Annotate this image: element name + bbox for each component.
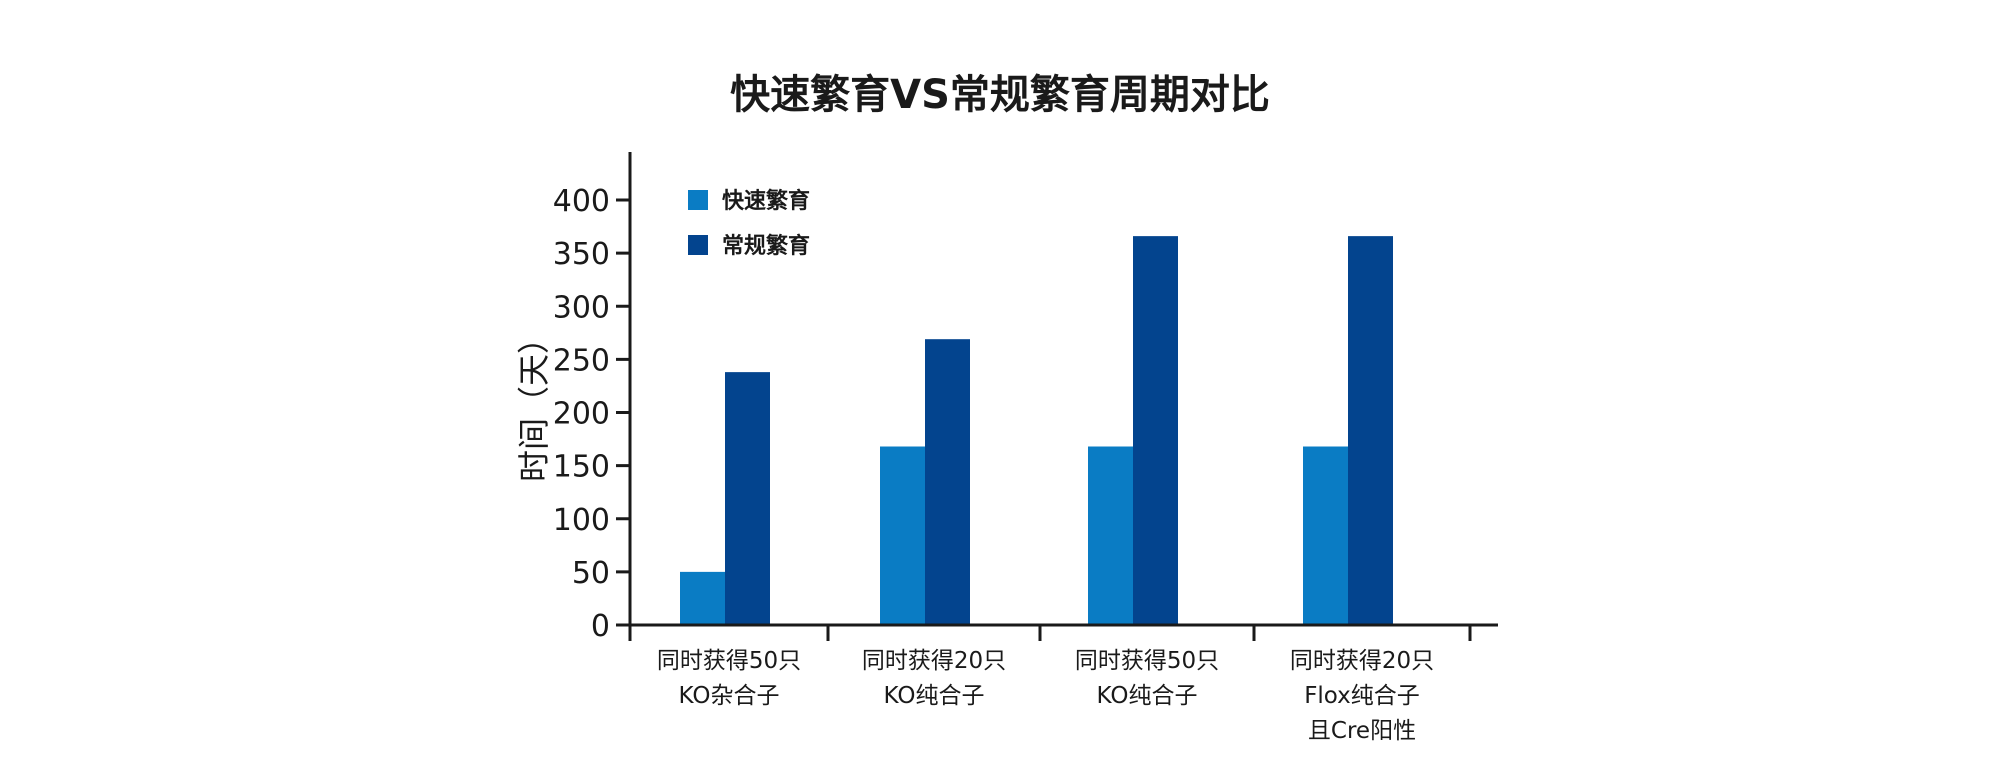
x-tick-label: 同时获得20只 xyxy=(862,648,1006,674)
x-tick-label: 同时获得50只 xyxy=(657,648,801,674)
y-axis-label-group: 时间（天） xyxy=(515,322,553,482)
bar-regular-0 xyxy=(725,372,770,625)
chart-title: 快速繁育VS常规繁育周期对比 xyxy=(730,72,1270,118)
legend-label: 快速繁育 xyxy=(722,188,810,214)
bars xyxy=(680,236,1393,625)
bar-fast-1 xyxy=(880,446,925,625)
y-tick-label: 50 xyxy=(572,556,610,591)
x-tick-label: Flox纯合子 xyxy=(1304,683,1420,709)
y-tick-label: 300 xyxy=(553,290,610,325)
x-tick-label: 且Cre阳性 xyxy=(1308,718,1416,744)
y-axis-ticks: 0 50 100 150 200 250 300 350 400 xyxy=(553,184,630,644)
bar-fast-2 xyxy=(1088,446,1133,625)
y-tick-label: 0 xyxy=(591,609,610,644)
x-tick-label: 同时获得20只 xyxy=(1290,648,1434,674)
bar-fast-0 xyxy=(680,571,725,625)
legend-label: 常规繁育 xyxy=(722,233,810,259)
bar-regular-3 xyxy=(1348,236,1393,625)
bar-fast-3 xyxy=(1303,446,1348,625)
y-tick-label: 250 xyxy=(553,343,610,378)
legend-swatch xyxy=(688,190,708,210)
x-axis-ticks: 同时获得50只 KO杂合子 同时获得20只 KO纯合子 同时获得50只 KO纯合子 同时获得… xyxy=(628,625,1472,744)
y-tick-label: 400 xyxy=(553,184,610,219)
y-axis-label: 时间（天） xyxy=(515,322,553,482)
y-tick-label: 100 xyxy=(553,503,610,538)
bar-regular-1 xyxy=(925,339,970,625)
y-tick-label: 200 xyxy=(553,397,610,432)
x-tick-label: KO纯合子 xyxy=(884,683,985,709)
y-tick-label: 350 xyxy=(553,237,610,272)
x-tick-label: KO纯合子 xyxy=(1097,683,1198,709)
x-tick-label: 同时获得50只 xyxy=(1075,648,1219,674)
bar-regular-2 xyxy=(1133,236,1178,625)
y-tick-label: 150 xyxy=(553,450,610,485)
x-tick-label: KO杂合子 xyxy=(679,683,780,709)
legend-swatch xyxy=(688,235,708,255)
